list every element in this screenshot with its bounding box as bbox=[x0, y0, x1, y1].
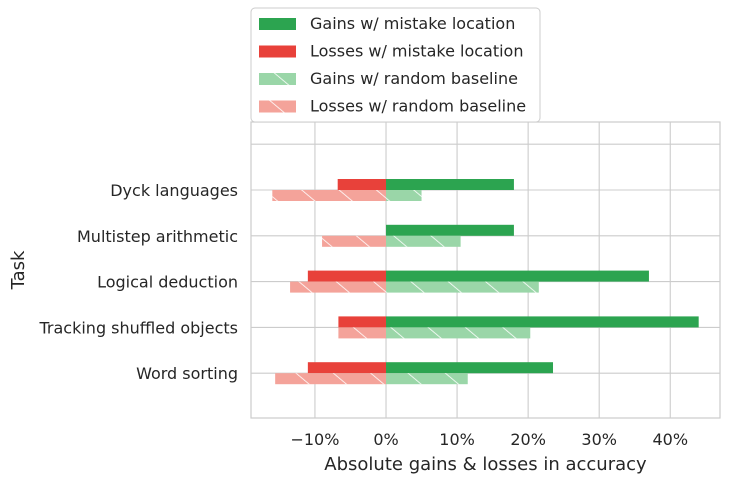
x-tick-label: 30% bbox=[581, 430, 617, 449]
bar bbox=[386, 224, 514, 236]
bar-hatch bbox=[386, 190, 422, 201]
bar bbox=[386, 362, 554, 374]
x-tick-label: 40% bbox=[652, 430, 688, 449]
x-tick-labels: −10% 0% 10% 20% 30% 40% bbox=[290, 430, 688, 449]
bar-hatch bbox=[386, 327, 531, 339]
bar bbox=[386, 316, 699, 328]
legend-label: Gains w/ mistake location bbox=[310, 14, 515, 33]
bar-hatch bbox=[275, 373, 387, 385]
bar bbox=[307, 362, 387, 374]
y-tick-label: Word sorting bbox=[136, 364, 238, 383]
legend-label: Losses w/ mistake location bbox=[310, 42, 523, 61]
x-tick-label: 20% bbox=[510, 430, 546, 449]
bar-hatch bbox=[386, 235, 461, 247]
bar bbox=[338, 316, 387, 328]
bar-hatch bbox=[290, 281, 387, 293]
x-tick-label: −10% bbox=[290, 430, 339, 449]
legend-swatch bbox=[259, 45, 296, 58]
bar bbox=[307, 270, 387, 282]
bar-hatch bbox=[322, 235, 387, 247]
x-tick-label: 10% bbox=[439, 430, 475, 449]
y-tick-label: Tracking shuffled objects bbox=[38, 318, 238, 337]
legend-label: Losses w/ random baseline bbox=[310, 97, 526, 116]
bar bbox=[386, 179, 514, 190]
legend-box bbox=[250, 7, 541, 123]
legend: Gains w/ mistake location Losses w/ mista… bbox=[250, 7, 541, 123]
bar bbox=[386, 270, 649, 282]
legend-swatch-hatch bbox=[259, 73, 296, 85]
x-tick-label: 0% bbox=[373, 430, 398, 449]
y-tick-labels: Dyck languages Multistep arithmetic Logica… bbox=[38, 181, 238, 383]
bar-hatch bbox=[386, 373, 468, 385]
y-tick-label: Dyck languages bbox=[110, 181, 238, 200]
bar-hatch bbox=[338, 327, 387, 339]
legend-swatch bbox=[259, 18, 296, 30]
bar-hatch bbox=[386, 281, 539, 293]
x-axis-label: Absolute gains & losses in accuracy bbox=[324, 454, 647, 475]
y-axis-label: Task bbox=[8, 250, 29, 290]
bar bbox=[337, 179, 387, 190]
y-tick-label: Multistep arithmetic bbox=[77, 227, 238, 246]
legend-swatch-hatch bbox=[259, 100, 296, 113]
legend-label: Gains w/ random baseline bbox=[310, 69, 518, 88]
y-tick-label: Logical deduction bbox=[97, 273, 238, 292]
bars bbox=[272, 179, 699, 385]
bar-hatch bbox=[272, 190, 387, 201]
